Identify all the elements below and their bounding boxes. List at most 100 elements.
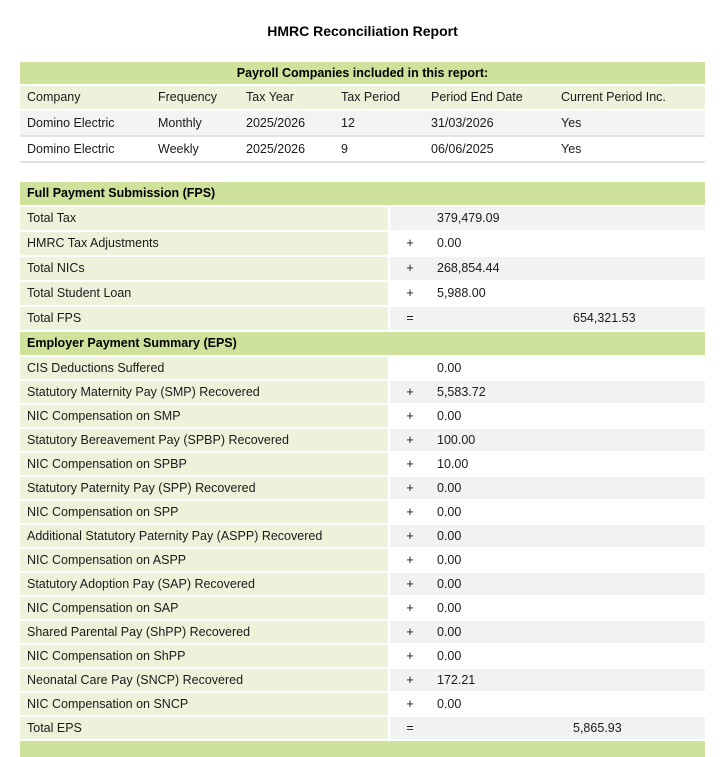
row-label: Statutory Adoption Pay (SAP) Recovered	[20, 573, 388, 595]
row-label: Statutory Maternity Pay (SMP) Recovered	[20, 381, 388, 403]
row-value: 0.00	[437, 236, 462, 250]
row-value: 5,583.72	[437, 385, 486, 399]
row-value: 0.00	[437, 529, 462, 543]
row-total	[566, 477, 705, 499]
row-value: 0.00	[437, 553, 462, 567]
company-cell-company: Domino Electric	[27, 116, 115, 130]
row-label: NIC Compensation on SNCP	[20, 693, 388, 715]
row-label: Neonatal Care Pay (SNCP) Recovered	[20, 669, 388, 691]
row-total	[566, 357, 705, 379]
payroll-companies-table-header: Payroll Companies included in this repor…	[20, 62, 705, 84]
fps-section-header: Full Payment Submission (FPS)	[20, 182, 705, 205]
row-total	[566, 501, 705, 523]
row-label: Additional Statutory Paternity Pay (ASPP…	[20, 525, 388, 547]
row-operator	[390, 357, 430, 379]
company-cell-tax-period: 12	[341, 116, 355, 130]
row-value-band: +10.00	[390, 453, 705, 475]
row-total	[566, 669, 705, 691]
row-value: 0.00	[437, 505, 462, 519]
row-label: Total NICs	[20, 257, 388, 280]
row-total	[566, 282, 705, 305]
row-value: 0.00	[437, 409, 462, 423]
company-cell-tax-year: 2025/2026	[246, 116, 306, 130]
eps-row: NIC Compensation on SPP +0.00	[20, 501, 705, 523]
row-value	[430, 307, 566, 330]
row-value: 0.00	[437, 481, 462, 495]
eps-row: NIC Compensation on SNCP +0.00	[20, 693, 705, 715]
row-operator	[390, 207, 430, 230]
row-value-band: +0.00	[390, 405, 705, 427]
row-operator: +	[406, 577, 414, 591]
row-value-band: +268,854.44	[390, 257, 705, 280]
row-operator: +	[406, 286, 414, 300]
row-value-band: +0.00	[390, 597, 705, 619]
row-total	[566, 207, 705, 230]
row-operator: +	[406, 649, 414, 663]
row-total	[566, 429, 705, 451]
row-value-band: = 654,321.53	[390, 307, 705, 330]
row-operator: +	[406, 601, 414, 615]
fps-row: Total FPS = 654,321.53	[20, 307, 705, 330]
column-header-tax-period: Tax Period	[341, 90, 401, 104]
row-value: 0.00	[437, 361, 462, 375]
eps-row: NIC Compensation on SMP +0.00	[20, 405, 705, 427]
row-total	[566, 597, 705, 619]
company-row: Domino Electric Weekly 2025/2026 9 06/06/202…	[20, 137, 705, 163]
row-label: NIC Compensation on ASPP	[20, 549, 388, 571]
row-operator: +	[406, 505, 414, 519]
company-cell-period-end-date: 06/06/2025	[431, 142, 494, 156]
row-total	[566, 525, 705, 547]
row-value: 0.00	[437, 649, 462, 663]
row-total: 5,865.93	[573, 721, 622, 735]
row-total	[566, 381, 705, 403]
companies-column-header-row: Company Frequency Tax Year Tax Period Period…	[20, 86, 705, 109]
row-operator: +	[406, 553, 414, 567]
column-header-company: Company	[27, 90, 81, 104]
fps-section: Full Payment Submission (FPS) Total Tax 3…	[20, 182, 705, 330]
fps-row: Total Tax 379,479.09	[20, 207, 705, 230]
row-value: 0.00	[437, 601, 462, 615]
column-header-current-period-inc: Current Period Inc.	[561, 90, 666, 104]
row-total	[566, 257, 705, 280]
row-operator: +	[406, 697, 414, 711]
row-label: Statutory Paternity Pay (SPP) Recovered	[20, 477, 388, 499]
row-label: NIC Compensation on SAP	[20, 597, 388, 619]
report-title: HMRC Reconciliation Report	[267, 23, 458, 39]
row-value: 0.00	[437, 697, 462, 711]
eps-row: Statutory Paternity Pay (SPP) Recovered +…	[20, 477, 705, 499]
row-value	[430, 717, 566, 739]
row-label: Total EPS	[20, 717, 388, 739]
row-label: CIS Deductions Suffered	[20, 357, 388, 379]
eps-row: CIS Deductions Suffered 0.00	[20, 357, 705, 379]
row-value: 379,479.09	[437, 211, 500, 225]
row-label: Shared Parental Pay (ShPP) Recovered	[20, 621, 388, 643]
company-cell-tax-year: 2025/2026	[246, 142, 306, 156]
eps-row: Statutory Maternity Pay (SMP) Recovered +…	[20, 381, 705, 403]
row-total	[566, 693, 705, 715]
eps-section-header: Employer Payment Summary (EPS)	[20, 332, 705, 355]
eps-row: Statutory Adoption Pay (SAP) Recovered +0…	[20, 573, 705, 595]
eps-row: Total EPS = 5,865.93	[20, 717, 705, 739]
eps-row: Additional Statutory Paternity Pay (ASPP…	[20, 525, 705, 547]
row-value-band: +0.00	[390, 693, 705, 715]
eps-row: Statutory Bereavement Pay (SPBP) Recover…	[20, 429, 705, 451]
eps-rows: CIS Deductions Suffered 0.00 Statutory Mat…	[20, 357, 705, 739]
row-value-band: 0.00	[390, 357, 705, 379]
row-value-band: +5,988.00	[390, 282, 705, 305]
fps-row: HMRC Tax Adjustments +0.00	[20, 232, 705, 255]
row-operator: +	[406, 433, 414, 447]
row-total	[566, 405, 705, 427]
row-value-band: 379,479.09	[390, 207, 705, 230]
fps-row: Total Student Loan +5,988.00	[20, 282, 705, 305]
row-operator: =	[406, 311, 414, 325]
row-label: Total FPS	[20, 307, 388, 330]
row-total	[566, 645, 705, 667]
column-header-tax-year: Tax Year	[246, 90, 294, 104]
fps-rows: Total Tax 379,479.09 HMRC Tax Adjustments +…	[20, 207, 705, 330]
row-value: 0.00	[437, 625, 462, 639]
row-label: NIC Compensation on SMP	[20, 405, 388, 427]
row-value-band: +0.00	[390, 232, 705, 255]
row-value-band: +0.00	[390, 573, 705, 595]
row-value-band: +0.00	[390, 477, 705, 499]
company-cell-frequency: Monthly	[158, 116, 202, 130]
